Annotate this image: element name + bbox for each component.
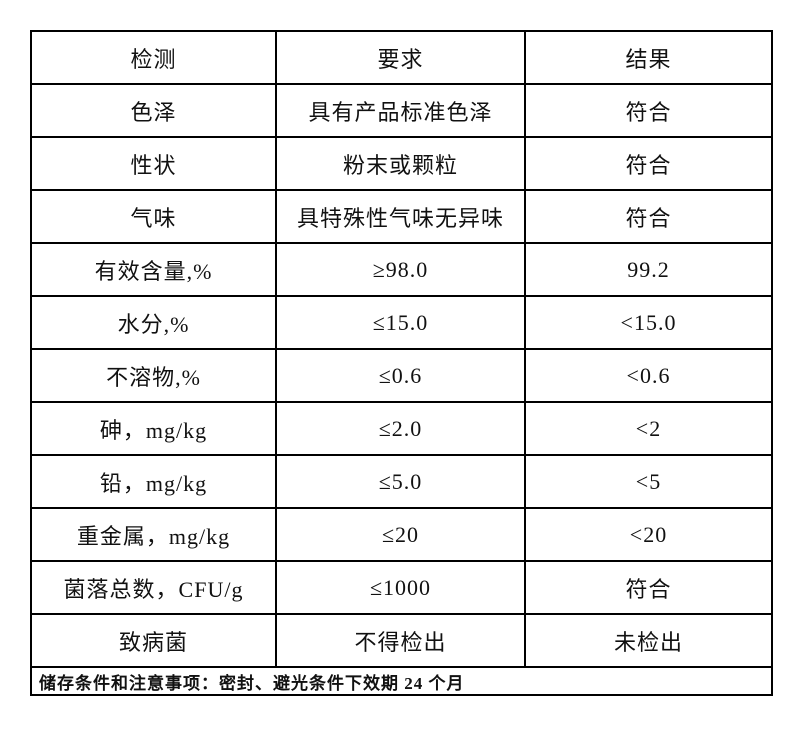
header-cell-test: 检测: [30, 30, 277, 85]
cell-requirement: ≤0.6: [275, 348, 526, 403]
table-row: 重金属，mg/kg ≤20 <20: [30, 507, 773, 562]
cell-result: <2: [524, 401, 773, 456]
table-row: 有效含量,% ≥98.0 99.2: [30, 242, 773, 297]
cell-requirement: ≥98.0: [275, 242, 526, 297]
inspection-table: 检测 要求 结果 色泽 具有产品标准色泽 符合 性状 粉末或颗粒 符合 气味 具…: [30, 30, 773, 696]
cell-requirement: 不得检出: [275, 613, 526, 668]
cell-test: 色泽: [30, 83, 277, 138]
cell-requirement: 具有产品标准色泽: [275, 83, 526, 138]
cell-result: 符合: [524, 136, 773, 191]
cell-test: 铅，mg/kg: [30, 454, 277, 509]
header-cell-requirement: 要求: [275, 30, 526, 85]
storage-notes-row: 储存条件和注意事项：密封、避光条件下效期 24 个月: [30, 666, 773, 696]
table-row: 砷，mg/kg ≤2.0 <2: [30, 401, 773, 456]
cell-requirement: ≤15.0: [275, 295, 526, 350]
cell-result: 符合: [524, 189, 773, 244]
cell-result: <5: [524, 454, 773, 509]
cell-result: <15.0: [524, 295, 773, 350]
table-row: 气味 具特殊性气味无异味 符合: [30, 189, 773, 244]
header-cell-result: 结果: [524, 30, 773, 85]
cell-requirement: 具特殊性气味无异味: [275, 189, 526, 244]
cell-test: 重金属，mg/kg: [30, 507, 277, 562]
cell-result: 未检出: [524, 613, 773, 668]
table-row: 不溶物,% ≤0.6 <0.6: [30, 348, 773, 403]
cell-requirement: ≤2.0: [275, 401, 526, 456]
storage-notes-text: 储存条件和注意事项：密封、避光条件下效期 24 个月: [30, 666, 773, 696]
cell-requirement: 粉末或颗粒: [275, 136, 526, 191]
table-row: 色泽 具有产品标准色泽 符合: [30, 83, 773, 138]
table-row: 水分,% ≤15.0 <15.0: [30, 295, 773, 350]
table-row: 性状 粉末或颗粒 符合: [30, 136, 773, 191]
table-row: 致病菌 不得检出 未检出: [30, 613, 773, 668]
cell-requirement: ≤1000: [275, 560, 526, 615]
cell-test: 有效含量,%: [30, 242, 277, 297]
table-row: 铅，mg/kg ≤5.0 <5: [30, 454, 773, 509]
cell-test: 菌落总数，CFU/g: [30, 560, 277, 615]
table-row: 菌落总数，CFU/g ≤1000 符合: [30, 560, 773, 615]
cell-result: <0.6: [524, 348, 773, 403]
cell-result: <20: [524, 507, 773, 562]
cell-result: 99.2: [524, 242, 773, 297]
cell-requirement: ≤5.0: [275, 454, 526, 509]
cell-test: 致病菌: [30, 613, 277, 668]
header-row: 检测 要求 结果: [30, 30, 773, 85]
cell-test: 砷，mg/kg: [30, 401, 277, 456]
cell-requirement: ≤20: [275, 507, 526, 562]
cell-result: 符合: [524, 83, 773, 138]
cell-test: 性状: [30, 136, 277, 191]
cell-test: 不溶物,%: [30, 348, 277, 403]
cell-test: 气味: [30, 189, 277, 244]
cell-result: 符合: [524, 560, 773, 615]
cell-test: 水分,%: [30, 295, 277, 350]
